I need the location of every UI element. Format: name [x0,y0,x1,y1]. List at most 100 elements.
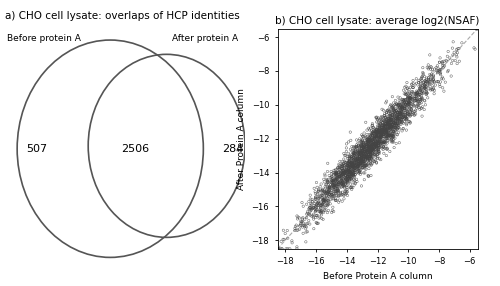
Point [332,175,340,179]
Point [377,133,385,138]
Point [383,135,391,139]
Point [410,109,418,114]
Point [402,115,409,120]
Point [318,188,326,192]
Point [372,134,380,138]
Point [362,167,370,172]
Point [357,156,365,160]
Point [344,178,352,183]
Point [386,135,394,139]
Point [428,67,436,72]
Point [351,156,359,161]
Point [383,112,391,117]
Point [312,215,320,220]
Point [384,126,392,130]
Point [380,134,388,139]
Point [386,130,394,135]
Point [418,84,426,88]
Point [357,151,365,155]
Point [366,149,374,154]
Point [360,154,368,159]
Point [399,115,407,120]
Point [356,161,364,165]
Point [338,180,346,184]
Point [366,154,374,159]
Point [372,115,380,120]
Point [418,90,426,95]
Point [382,130,390,134]
Point [293,228,301,233]
Point [398,118,406,123]
Point [396,108,404,113]
Point [370,126,378,130]
Point [335,170,343,175]
Point [339,170,347,175]
Point [366,139,374,144]
Point [356,172,364,176]
Point [384,119,392,124]
Point [423,76,431,80]
Point [405,102,413,107]
Point [390,134,398,139]
Point [358,152,366,156]
Point [368,151,376,156]
Point [354,144,362,148]
Point [360,165,368,170]
Point [434,66,442,70]
Point [385,118,393,122]
Point [398,111,406,116]
Point [341,179,349,184]
Point [356,157,364,162]
Point [396,110,404,115]
Point [332,171,340,176]
Point [334,193,342,198]
Point [406,99,413,104]
Point [352,148,360,153]
Point [344,164,352,169]
Point [394,95,402,99]
Point [354,157,362,162]
Point [396,101,404,106]
Point [324,191,332,196]
Point [346,170,354,175]
Point [346,165,354,170]
Point [378,118,386,122]
Point [369,131,377,136]
Point [334,186,342,191]
Point [424,96,432,100]
Point [436,67,444,72]
Point [373,131,381,136]
Point [360,144,368,148]
Point [378,132,386,137]
Point [325,199,333,204]
Point [401,103,409,108]
Point [420,71,428,76]
Point [360,157,368,162]
Point [362,140,370,145]
Point [370,148,378,152]
Point [331,182,339,186]
Point [321,174,329,178]
Point [356,154,364,159]
Point [412,104,420,108]
Point [274,247,281,251]
Point [374,138,382,143]
Point [334,190,342,194]
Point [354,156,362,161]
Point [386,117,394,121]
Point [391,108,399,113]
Point [392,127,400,132]
Point [362,150,370,155]
Point [360,145,368,150]
Point [398,120,406,124]
Point [344,168,352,173]
Point [408,108,416,113]
Point [312,180,320,185]
Point [350,152,358,157]
Point [395,108,403,113]
Point [382,128,390,133]
Point [391,136,399,140]
Point [356,158,364,163]
Point [377,127,385,132]
Point [383,128,391,133]
